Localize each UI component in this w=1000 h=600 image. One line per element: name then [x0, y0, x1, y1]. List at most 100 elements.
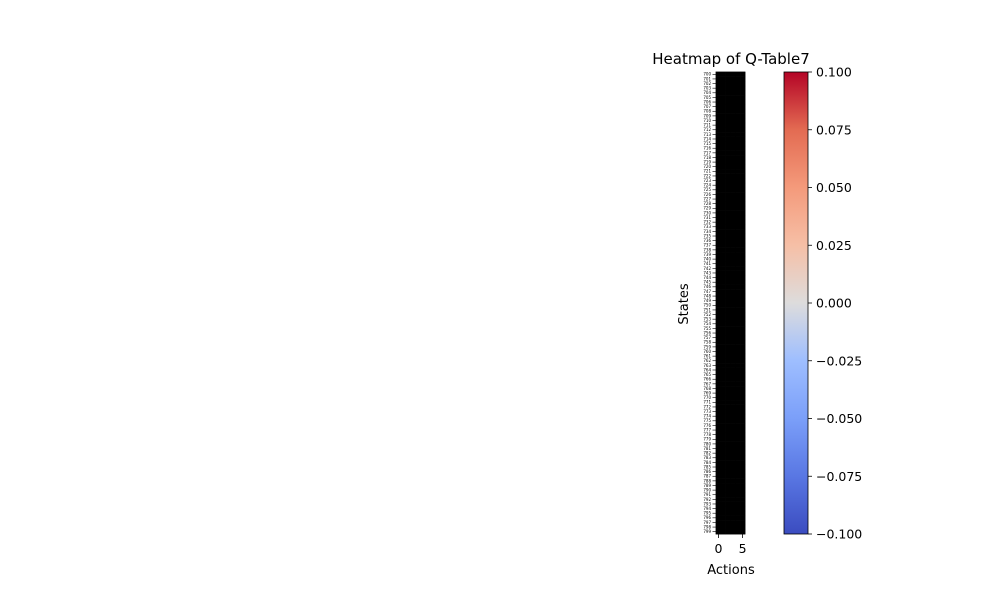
heatmap-cell — [735, 395, 741, 401]
heatmap-cell — [720, 446, 726, 452]
heatmap-cell — [740, 215, 746, 221]
heatmap-cell — [730, 464, 736, 470]
heatmap-cell — [725, 284, 731, 290]
heatmap-cell — [716, 423, 722, 429]
heatmap-cell — [725, 441, 731, 447]
heatmap-cell — [730, 353, 736, 359]
heatmap-cell — [740, 72, 746, 77]
heatmap-cell — [730, 178, 736, 184]
heatmap-cell — [735, 196, 741, 202]
heatmap-cell — [740, 238, 746, 244]
heatmap-cell — [730, 85, 736, 91]
heatmap-cell — [740, 136, 746, 142]
heatmap-cell — [725, 270, 731, 276]
heatmap-cell — [740, 229, 746, 234]
heatmap-cell — [735, 289, 741, 295]
heatmap-cell — [740, 441, 746, 447]
heatmap-cell — [740, 353, 746, 359]
x-tick-label: 5 — [739, 541, 747, 556]
heatmap-cell — [725, 376, 731, 382]
heatmap-cell — [740, 520, 746, 526]
heatmap-cell — [740, 76, 746, 82]
heatmap-cell — [720, 441, 726, 447]
heatmap-cell — [730, 469, 736, 475]
heatmap-cell — [740, 335, 746, 341]
heatmap-cell — [740, 108, 746, 114]
heatmap-cell — [725, 118, 731, 124]
heatmap-cell — [735, 159, 741, 165]
y-tick-label: 761 — [703, 354, 711, 359]
heatmap-cell — [740, 201, 746, 207]
heatmap-cell — [735, 363, 741, 368]
heatmap-cell — [740, 192, 746, 198]
heatmap-cell — [730, 118, 736, 124]
y-tick-label: 757 — [703, 335, 711, 340]
heatmap-cell — [735, 335, 741, 341]
heatmap-cell — [725, 113, 731, 119]
heatmap-cell — [725, 85, 731, 91]
y-tick-label: 731 — [703, 215, 711, 220]
heatmap-cell — [720, 390, 726, 396]
heatmap-cell — [720, 436, 726, 442]
heatmap-cell — [740, 307, 746, 313]
y-tick-label: 743 — [703, 270, 711, 275]
heatmap-cell — [735, 252, 741, 258]
heatmap-cell — [720, 155, 726, 161]
heatmap-cell — [716, 196, 722, 202]
heatmap-cell — [725, 76, 731, 82]
heatmap-cell — [716, 201, 722, 207]
heatmap-cell — [730, 409, 736, 415]
heatmap-cell — [720, 270, 726, 276]
heatmap-cell — [735, 390, 741, 396]
heatmap-cell — [716, 261, 722, 267]
heatmap-cell — [716, 229, 722, 234]
heatmap-cell — [716, 460, 722, 465]
heatmap-cell — [730, 72, 736, 77]
heatmap-cell — [740, 210, 746, 216]
y-tick-label: 726 — [703, 192, 711, 197]
heatmap-cell — [740, 413, 746, 419]
heatmap-cell — [740, 127, 746, 133]
heatmap-cell — [720, 238, 726, 244]
heatmap-cell — [730, 192, 736, 198]
heatmap-cell — [720, 150, 726, 156]
heatmap-cell — [740, 150, 746, 156]
heatmap-cell — [735, 132, 741, 137]
heatmap-cell — [725, 261, 731, 267]
heatmap-cell — [716, 164, 722, 170]
heatmap-cell — [740, 395, 746, 401]
heatmap-cell — [740, 432, 746, 438]
heatmap-cell — [720, 266, 726, 271]
heatmap-cell — [716, 85, 722, 91]
y-tick-label: 729 — [703, 206, 711, 211]
heatmap-cell — [716, 404, 722, 410]
colorbar-tick-label: 0.000 — [816, 296, 852, 311]
heatmap-frame — [715, 71, 746, 535]
y-tick-label: 769 — [703, 390, 711, 395]
heatmap-cell — [740, 252, 746, 258]
heatmap-cell — [716, 145, 722, 151]
heatmap-cell — [720, 113, 726, 119]
y-tick-label: 774 — [703, 414, 711, 419]
y-tick-label: 793 — [703, 501, 711, 506]
heatmap-cell — [720, 72, 726, 77]
heatmap-cell — [730, 187, 736, 193]
heatmap-cell — [720, 418, 726, 424]
heatmap-cell — [740, 446, 746, 452]
heatmap-cell — [735, 432, 741, 438]
heatmap-cell — [725, 173, 731, 179]
heatmap-cell — [720, 81, 726, 87]
heatmap-cell — [730, 108, 736, 114]
heatmap-cell — [716, 132, 722, 137]
heatmap-cell — [735, 284, 741, 290]
y-tick-label: 794 — [703, 506, 711, 511]
heatmap-cell — [735, 400, 741, 405]
heatmap-cell — [720, 159, 726, 165]
heatmap-cell — [725, 326, 731, 332]
heatmap-cell — [720, 367, 726, 373]
heatmap-cell — [716, 150, 722, 156]
heatmap-cell — [735, 261, 741, 267]
heatmap-cell — [740, 464, 746, 470]
heatmap-cell — [740, 85, 746, 91]
